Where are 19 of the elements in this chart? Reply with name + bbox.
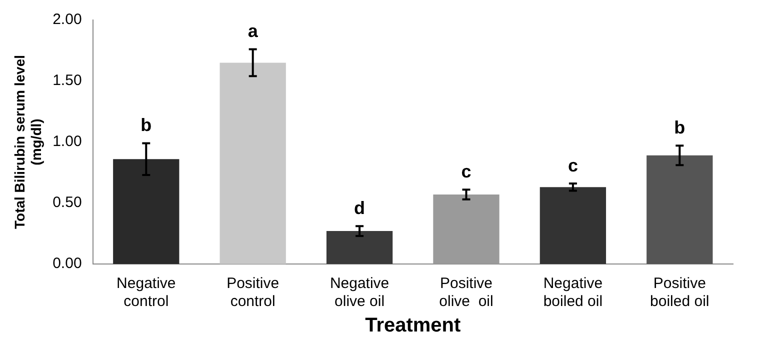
x-tick-label: Negative boiled oil [543,275,603,310]
x-tick-label: Positive control [226,275,280,310]
annotation: b [674,118,686,138]
annotation: c [568,155,578,176]
y-axis-title: Total Bilirubin serum level (mg/dl) [11,54,44,230]
annotation: d [354,198,366,218]
y-tick-label: 0.50 [52,194,82,212]
y-tick-label: 0.00 [52,255,82,272]
x-tick-label: Positive boiled oil [650,275,710,310]
annotation: a [248,21,259,42]
x-tick-label: Negative control [116,275,176,310]
annotation: c [461,162,472,182]
y-tick-label: 2.00 [52,11,82,28]
annotation: b [140,115,152,136]
x-axis-title: Treatment [365,314,462,337]
x-tick-label: Negative olive oil [330,275,390,310]
y-tick-label: 1.00 [52,133,82,150]
y-tick-label: 1.50 [52,72,82,90]
x-tick-label: Positive olive oil [439,275,494,310]
